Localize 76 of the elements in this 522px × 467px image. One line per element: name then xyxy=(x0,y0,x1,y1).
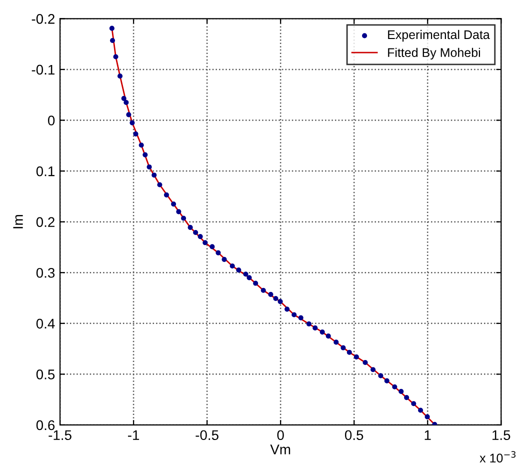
y-tick-label: 0.4 xyxy=(36,318,55,329)
point xyxy=(292,312,297,318)
point xyxy=(109,26,114,31)
point xyxy=(268,292,274,297)
text: x 10$^{−3}$ xyxy=(480,451,516,462)
y-tick-label: 0.3 xyxy=(36,268,55,278)
point xyxy=(236,268,242,273)
x-tick-label: 0 xyxy=(277,430,284,440)
point xyxy=(278,299,283,304)
point xyxy=(126,112,132,118)
point xyxy=(142,152,148,158)
x-tick-label: 1 xyxy=(424,430,431,440)
point xyxy=(110,38,116,44)
point xyxy=(398,388,404,394)
point xyxy=(312,325,318,330)
point xyxy=(340,345,346,350)
y-tick-label: -0.1 xyxy=(32,64,54,75)
point xyxy=(152,172,157,178)
x-tick-label: -0.5 xyxy=(196,430,218,440)
point xyxy=(320,330,325,335)
point xyxy=(411,401,416,406)
point xyxy=(326,334,331,339)
point xyxy=(424,414,430,420)
point xyxy=(230,263,235,269)
point xyxy=(253,280,258,286)
y-tick-label: 0 xyxy=(48,116,55,126)
point xyxy=(117,74,123,79)
x-tick-label: 1.5 xyxy=(492,430,510,440)
point xyxy=(273,296,278,302)
point xyxy=(392,384,398,390)
y-tick-label: 0.2 xyxy=(36,217,54,227)
point xyxy=(370,367,376,372)
y-tick-label: -0.2 xyxy=(32,14,54,24)
point xyxy=(346,350,352,355)
point xyxy=(210,244,215,250)
legend-label: Experimental Data xyxy=(388,30,490,42)
point xyxy=(216,250,221,256)
point xyxy=(171,202,176,207)
x-tick-label: 0.5 xyxy=(344,430,364,440)
point xyxy=(243,272,248,277)
point xyxy=(354,354,359,360)
point xyxy=(176,209,182,214)
y-tick-label: 0.6 xyxy=(36,420,55,430)
point xyxy=(181,216,186,221)
point xyxy=(133,131,138,136)
point xyxy=(138,142,144,148)
point xyxy=(384,378,390,384)
point xyxy=(124,100,129,106)
point xyxy=(188,224,193,230)
point xyxy=(113,54,118,60)
point xyxy=(378,373,384,378)
y-tick-label: 0.1 xyxy=(36,166,54,176)
point xyxy=(298,315,304,320)
point xyxy=(246,275,252,280)
point xyxy=(146,164,152,170)
point xyxy=(306,321,312,326)
point xyxy=(198,234,203,240)
point xyxy=(193,230,198,236)
point xyxy=(418,408,424,413)
point xyxy=(284,306,290,312)
y-tick-label: 0.5 xyxy=(36,370,55,380)
x-axis-title: Vm xyxy=(270,444,290,454)
point xyxy=(404,395,410,400)
point xyxy=(121,96,126,101)
y-axis-title: Im xyxy=(13,215,23,228)
point xyxy=(222,256,227,262)
point xyxy=(164,192,170,198)
x-tick-label: -1.5 xyxy=(48,430,72,440)
point xyxy=(157,182,162,188)
point xyxy=(260,288,266,293)
point xyxy=(202,240,208,246)
point xyxy=(362,360,368,366)
x-tick-label: -1 xyxy=(128,430,140,440)
legend-label: Fitted By Mohebi xyxy=(388,48,480,60)
point xyxy=(130,120,135,126)
point xyxy=(334,340,339,345)
